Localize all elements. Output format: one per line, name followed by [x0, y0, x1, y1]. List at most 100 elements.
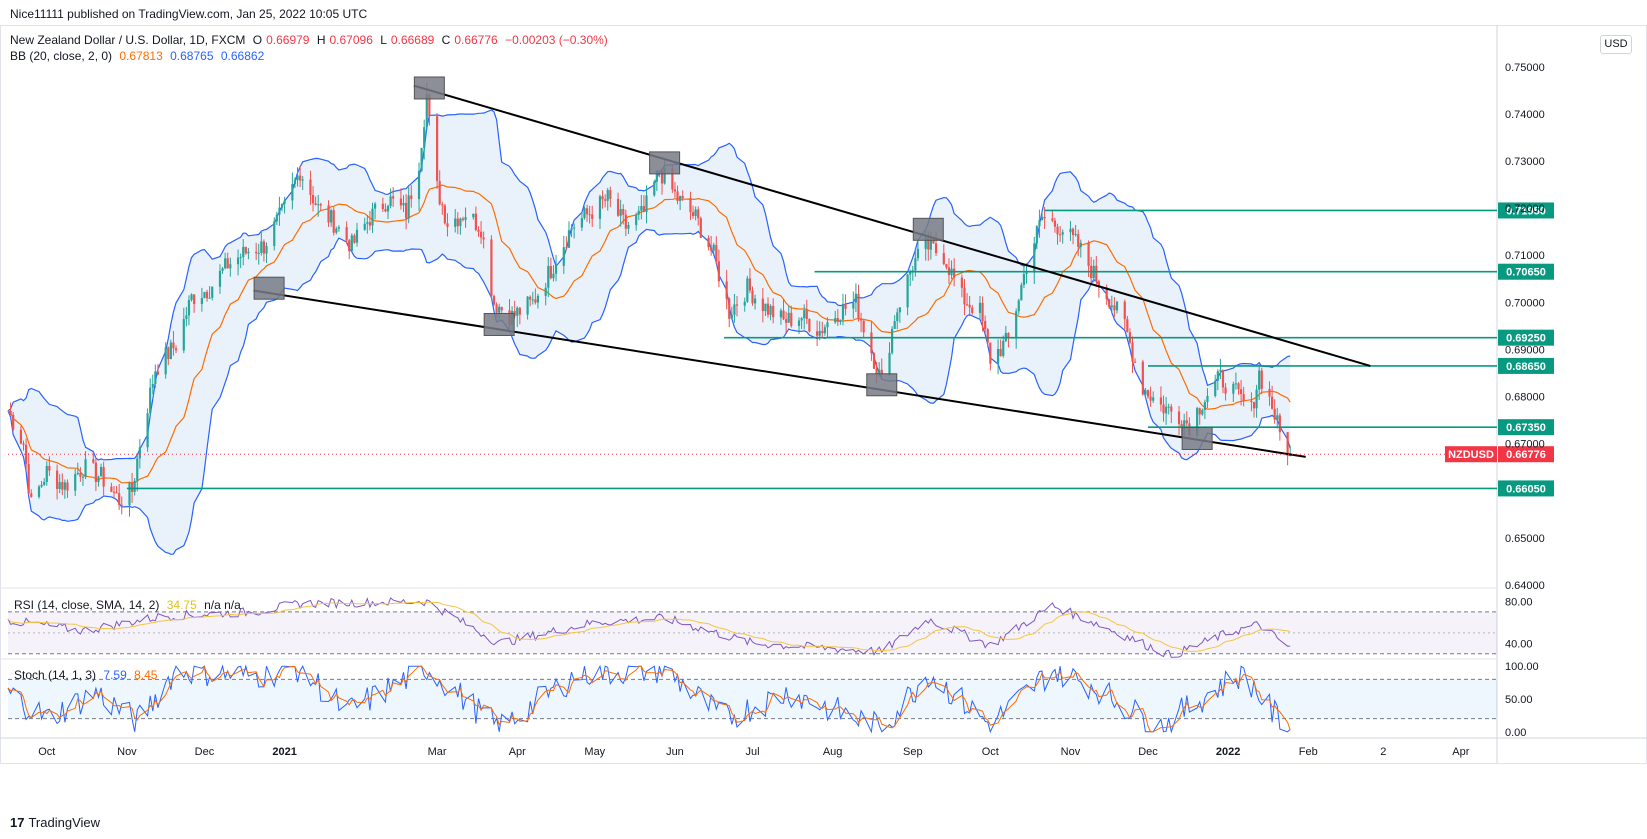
- candle-body: [691, 212, 695, 217]
- candle-body: [1077, 234, 1080, 247]
- candle-body: [971, 307, 974, 313]
- candle-body: [317, 204, 320, 206]
- candle-body: [513, 311, 516, 316]
- candle-body: [1152, 397, 1155, 401]
- candle-body: [1025, 272, 1028, 274]
- candle-body: [712, 244, 715, 251]
- candle-body: [1232, 383, 1235, 394]
- candle-body: [1059, 234, 1062, 236]
- candle-body: [606, 190, 609, 201]
- time-tick-label: 2: [1380, 746, 1386, 758]
- candle-body: [893, 321, 896, 329]
- stoch-tick-label: 100.00: [1505, 661, 1539, 673]
- candle-body: [185, 315, 188, 319]
- candle-body: [244, 246, 247, 254]
- candle-body: [1051, 218, 1054, 221]
- candle-body: [99, 466, 103, 477]
- candle-body: [733, 304, 736, 315]
- candle-body: [945, 263, 948, 268]
- candle-body: [526, 296, 529, 315]
- candle-body: [265, 245, 268, 254]
- candle-body: [203, 291, 206, 299]
- candle-body: [934, 243, 938, 254]
- candle-body: [482, 237, 485, 240]
- candle-body: [363, 223, 366, 230]
- chart-frame[interactable]: 0.71950 0.70650 0.69250 0.68650 0.67350 0.660…: [0, 25, 1647, 817]
- candle-body: [167, 347, 170, 360]
- candle-body: [182, 318, 185, 351]
- candle-body: [345, 227, 348, 241]
- legend-close: 0.66776: [454, 33, 498, 47]
- candle-body: [673, 189, 677, 192]
- candle-body: [498, 306, 501, 313]
- candle-body: [472, 213, 475, 218]
- candle-body: [330, 210, 333, 223]
- legend-high-label: H: [316, 33, 326, 47]
- candle-body: [293, 180, 297, 185]
- candle-body: [622, 208, 625, 215]
- candle-body: [898, 307, 901, 313]
- candle-body: [1276, 415, 1279, 420]
- candle-body: [1144, 390, 1147, 395]
- candle-body: [1177, 411, 1181, 425]
- candle-body: [772, 305, 775, 318]
- time-tick-label: Oct: [982, 746, 999, 758]
- level-price-tag: [1498, 480, 1554, 497]
- last-price-tag: [1498, 446, 1554, 463]
- candle-body: [852, 302, 855, 309]
- candle-body: [888, 352, 891, 375]
- candle-body: [1242, 394, 1245, 401]
- candle-body: [927, 236, 930, 250]
- candle-body: [1159, 397, 1163, 405]
- candle-body: [676, 191, 679, 201]
- candle-body: [373, 203, 377, 209]
- candle-body: [924, 236, 927, 249]
- pivot-marker-box: [483, 312, 515, 336]
- candle-body: [1258, 370, 1261, 390]
- candle-body: [187, 299, 191, 316]
- stoch-legend: Stoch (14, 1, 3) 7.59 8.45: [14, 668, 161, 683]
- chart-canvas[interactable]: 0.71950 0.70650 0.69250 0.68650 0.67350 0.660…: [0, 25, 1647, 817]
- price-tick-label: 0.74000: [1505, 109, 1545, 121]
- time-tick-label: Apr: [509, 746, 526, 758]
- candle-body: [291, 184, 294, 201]
- candle-body: [1061, 232, 1064, 235]
- candle-body: [826, 322, 829, 328]
- candle-body: [1108, 299, 1111, 308]
- candle-body: [1126, 319, 1129, 333]
- candle-body: [697, 209, 700, 219]
- candle-body: [410, 195, 413, 200]
- candle-body: [490, 239, 493, 297]
- pivot-marker-box: [866, 373, 898, 397]
- candle-body: [84, 459, 87, 477]
- tradingview-logo: 17: [10, 815, 25, 830]
- candle-body: [986, 329, 989, 343]
- candle-body: [753, 298, 757, 304]
- candle-body: [1040, 216, 1044, 221]
- candle-body: [1053, 220, 1057, 227]
- candle-body: [1038, 220, 1041, 227]
- candle-body: [818, 330, 821, 336]
- candle-body: [1278, 415, 1281, 433]
- candle-body: [989, 342, 992, 364]
- candle-body: [229, 264, 232, 269]
- candle-body: [1123, 301, 1126, 320]
- candle-body: [1141, 361, 1144, 395]
- legend-low: 0.66689: [390, 33, 435, 47]
- candle-body: [1133, 361, 1137, 363]
- price-tick-label: 0.65000: [1505, 533, 1545, 545]
- candle-body: [130, 482, 134, 492]
- candle-body: [296, 175, 299, 181]
- time-tick-label: Dec: [1138, 746, 1158, 758]
- currency-button[interactable]: USD: [1600, 35, 1632, 54]
- candle-body: [200, 298, 203, 304]
- candle-body: [112, 491, 116, 493]
- candle-body: [1074, 234, 1077, 236]
- candle-body: [552, 273, 555, 279]
- candle-body: [1268, 388, 1271, 397]
- rsi-extra: n/a n/a: [204, 598, 241, 612]
- candle-body: [1017, 300, 1020, 312]
- candle-body: [1224, 387, 1227, 394]
- candle-body: [642, 206, 646, 212]
- candle-body: [260, 241, 263, 253]
